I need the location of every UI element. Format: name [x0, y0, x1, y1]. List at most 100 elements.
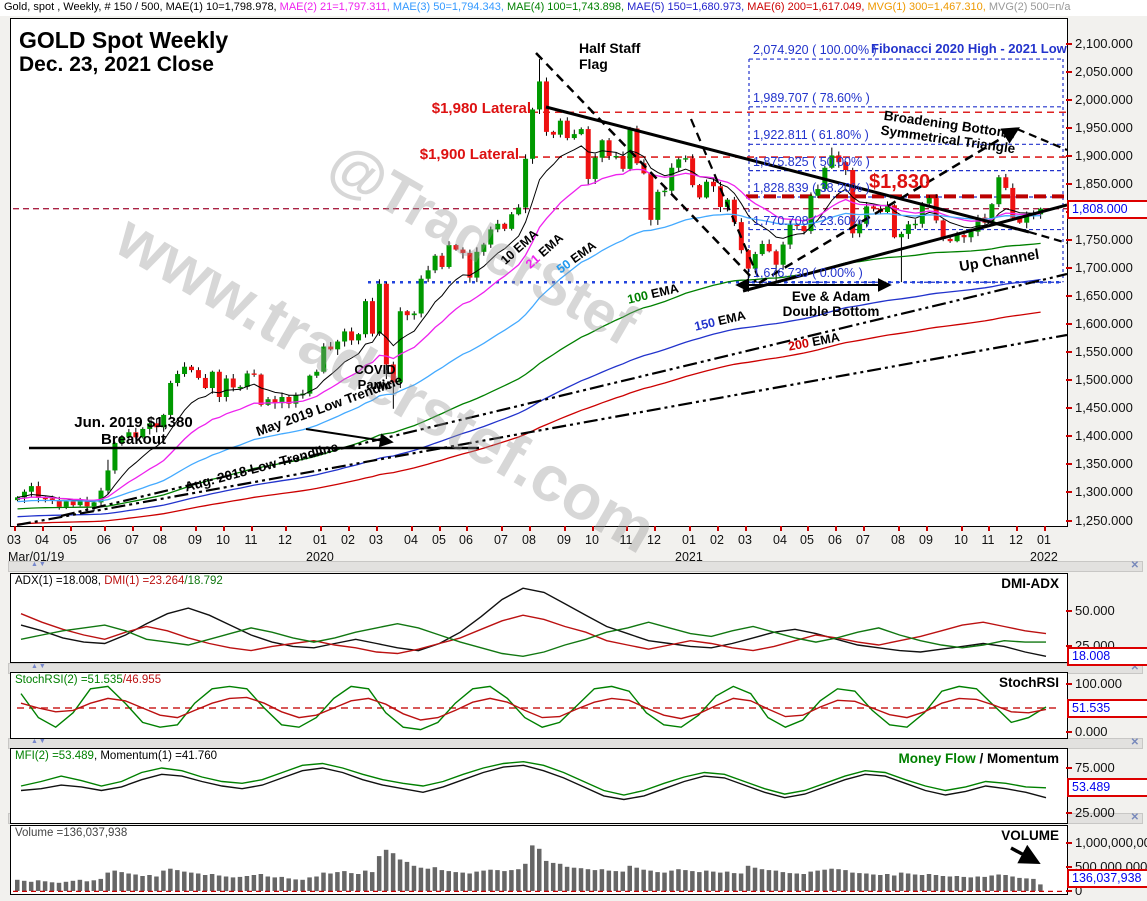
- volume-bars: [15, 845, 1043, 892]
- dmi-adx-panel: ADX(1) =18.008, DMI(1) =23.264/18.792 DM…: [10, 573, 1068, 663]
- breakout-label: Jun. 2019 $1,380 Breakout: [31, 414, 236, 449]
- breakout-line1: Jun. 2019 $1,380: [74, 414, 193, 431]
- month-tick: [564, 526, 566, 531]
- price-tick-label: 1,850.000: [1075, 176, 1133, 191]
- month-label: 08: [522, 533, 536, 547]
- month-tick: [654, 526, 656, 531]
- month-tick: [501, 526, 503, 531]
- price-tick: [1066, 323, 1072, 325]
- month-label: 05: [432, 533, 446, 547]
- half-staff-flag-label: Half Staff Flag: [579, 40, 640, 72]
- price-tick: [1066, 435, 1072, 437]
- close-panel-icon[interactable]: ✕: [1130, 737, 1139, 748]
- scroll-arrows-icon[interactable]: ▲▼: [31, 561, 47, 568]
- text-segment: /18.792: [184, 575, 223, 587]
- month-tick: [898, 526, 900, 531]
- scroll-arrows-icon[interactable]: ▲▼: [31, 663, 47, 670]
- indicator-tick-label: 75.000: [1075, 760, 1115, 775]
- moneyflow-panel: MFI(2) =53.489, Momentum(1) =41.760 Mone…: [10, 748, 1068, 824]
- panel-divider[interactable]: ▲▼ ✕: [8, 560, 1143, 572]
- month-tick: [1016, 526, 1018, 531]
- price-tick: [1066, 99, 1072, 101]
- text-segment: MAE(5) 150=1,680.973,: [627, 1, 748, 13]
- price-tick-label: 1,250.000: [1075, 513, 1133, 528]
- indicator-tick: [1066, 731, 1072, 733]
- price-tick: [1066, 71, 1072, 73]
- text-segment: MFI(2): [15, 750, 53, 762]
- month-tick: [835, 526, 837, 531]
- covid-line1: COVID: [354, 362, 396, 377]
- month-tick: [14, 526, 16, 531]
- month-label: 06: [97, 533, 111, 547]
- close-panel-icon[interactable]: ✕: [1130, 662, 1139, 673]
- month-label: 03: [7, 533, 21, 547]
- month-label: 01: [682, 533, 696, 547]
- fib-level-label: 1,875.825 ( 50.00% ): [753, 155, 870, 169]
- text-segment: MAE(3) 50=1,794.343,: [392, 1, 507, 13]
- month-label: 01: [313, 533, 327, 547]
- close-panel-icon[interactable]: ✕: [1130, 812, 1139, 823]
- price-tick-label: 1,600.000: [1075, 316, 1133, 331]
- price-tick: [1066, 155, 1072, 157]
- trendlines: [16, 52, 1067, 526]
- month-label: 09: [557, 533, 571, 547]
- price-tick-label: 1,900.000: [1075, 148, 1133, 163]
- volume-canvas: [13, 844, 1063, 893]
- price-tick-label: 2,000.000: [1075, 92, 1133, 107]
- month-tick: [988, 526, 990, 531]
- indicator-value-box: 51.535: [1067, 699, 1147, 718]
- text-segment: =51.535: [80, 674, 123, 686]
- indicator-tick: [1066, 610, 1072, 612]
- month-tick: [807, 526, 809, 531]
- month-tick: [745, 526, 747, 531]
- text-segment: MAE(4) 100=1,743.898,: [506, 1, 628, 13]
- month-tick: [592, 526, 594, 531]
- price-tick-label: 2,100.000: [1075, 36, 1133, 51]
- price-tick: [1066, 520, 1072, 522]
- half-staff-line2: Flag: [579, 55, 608, 72]
- month-label: 10: [585, 533, 599, 547]
- month-label: 04: [35, 533, 49, 547]
- covid-line2: Panic: [357, 376, 393, 392]
- indicator-tick-label: 0: [1075, 883, 1083, 898]
- month-label: 05: [800, 533, 814, 547]
- fibonacci-title: Fibonacci 2020 High - 2021 Low: [871, 41, 1067, 56]
- month-tick: [411, 526, 413, 531]
- year-label: 2022: [1030, 550, 1058, 564]
- month-tick: [717, 526, 719, 531]
- month-label: 08: [153, 533, 167, 547]
- month-label: 01: [1037, 533, 1051, 547]
- month-label: 04: [404, 533, 418, 547]
- fib-level-label: 2,074.920 ( 100.00% ): [753, 43, 877, 57]
- stochrsi-canvas: [17, 685, 1059, 731]
- covid-panic-label: COVID Panic: [341, 362, 409, 392]
- indicator-tick-label: 1,000,000,000: [1075, 835, 1147, 850]
- month-tick: [376, 526, 378, 531]
- close-panel-icon[interactable]: ✕: [1130, 560, 1139, 571]
- month-label: 09: [188, 533, 202, 547]
- text-segment: /46.955: [122, 674, 162, 686]
- moneyflow-header: MFI(2) =53.489, Momentum(1) =41.760: [15, 750, 217, 762]
- current-price-box: 1,808.000: [1067, 200, 1147, 219]
- text-segment: =53.489: [52, 750, 94, 762]
- scroll-arrows-icon[interactable]: ▲▼: [31, 738, 47, 745]
- lateral-lines: [13, 111, 1067, 210]
- price-tick: [1066, 267, 1072, 269]
- text-segment: Gold, spot , Weekly, # 150 / 500, MAE(1)…: [4, 1, 280, 13]
- chart-title: GOLD Spot Weekly Dec. 23, 2021 Close: [19, 27, 228, 78]
- indicator-value-box: 136,037,938: [1067, 869, 1147, 888]
- text-segment: =23.264: [142, 575, 185, 587]
- month-label: 06: [828, 533, 842, 547]
- chart-title-line1: GOLD Spot Weekly: [19, 27, 229, 53]
- price-tick-label: 1,650.000: [1075, 288, 1133, 303]
- indicator-tick: [1066, 767, 1072, 769]
- month-tick: [961, 526, 963, 531]
- month-label: 12: [1009, 533, 1023, 547]
- month-label: 03: [369, 533, 383, 547]
- month-tick: [251, 526, 253, 531]
- text-segment: DMI(1): [104, 575, 143, 587]
- text-segment: =18.008,: [55, 575, 105, 587]
- month-label: 05: [63, 533, 77, 547]
- month-tick: [160, 526, 162, 531]
- indicator-tick-label: 50.000: [1075, 603, 1115, 618]
